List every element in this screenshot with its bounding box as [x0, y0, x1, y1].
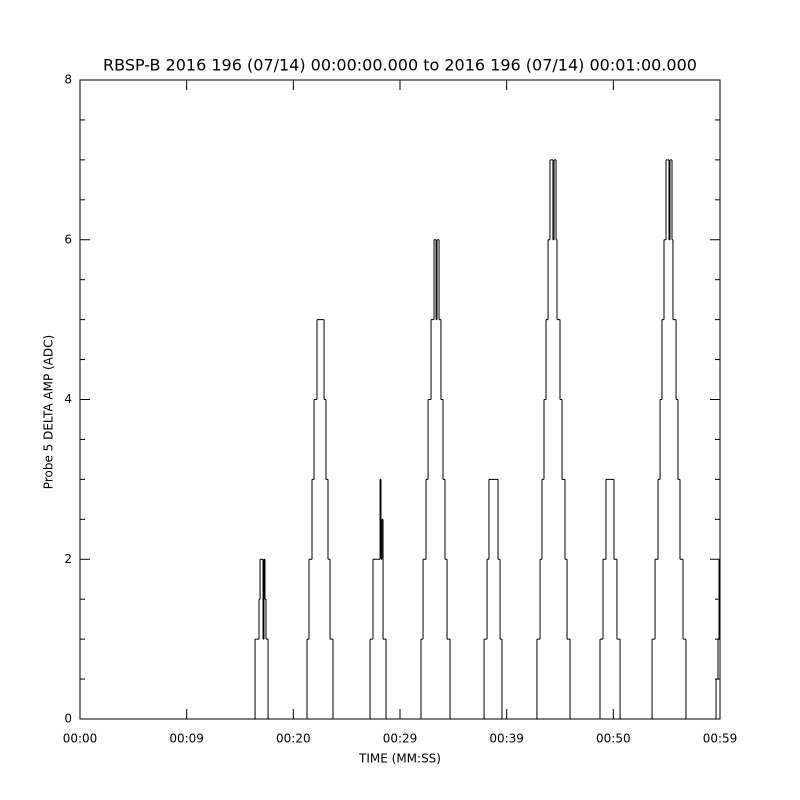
x-tick-label: 00:20 [276, 732, 311, 746]
x-tick-label: 00:00 [63, 732, 98, 746]
x-tick-label: 00:39 [489, 732, 524, 746]
x-tick-label: 00:09 [169, 732, 204, 746]
y-tick-label: 0 [64, 712, 72, 726]
chart-title: RBSP-B 2016 196 (07/14) 00:00:00.000 to … [103, 56, 697, 75]
y-tick-label: 4 [64, 392, 72, 406]
y-tick-label: 8 [64, 73, 72, 87]
y-axis-label: Probe 5 DELTA AMP (ADC) [42, 335, 56, 489]
plot-frame [79, 79, 721, 720]
y-tick-label: 6 [64, 232, 72, 246]
x-tick-label: 00:50 [596, 732, 631, 746]
x-axis-label: TIME (MM:SS) [358, 752, 441, 766]
x-tick-label: 00:59 [703, 732, 738, 746]
x-tick-label: 00:29 [383, 732, 418, 746]
y-tick-label: 2 [64, 552, 72, 566]
